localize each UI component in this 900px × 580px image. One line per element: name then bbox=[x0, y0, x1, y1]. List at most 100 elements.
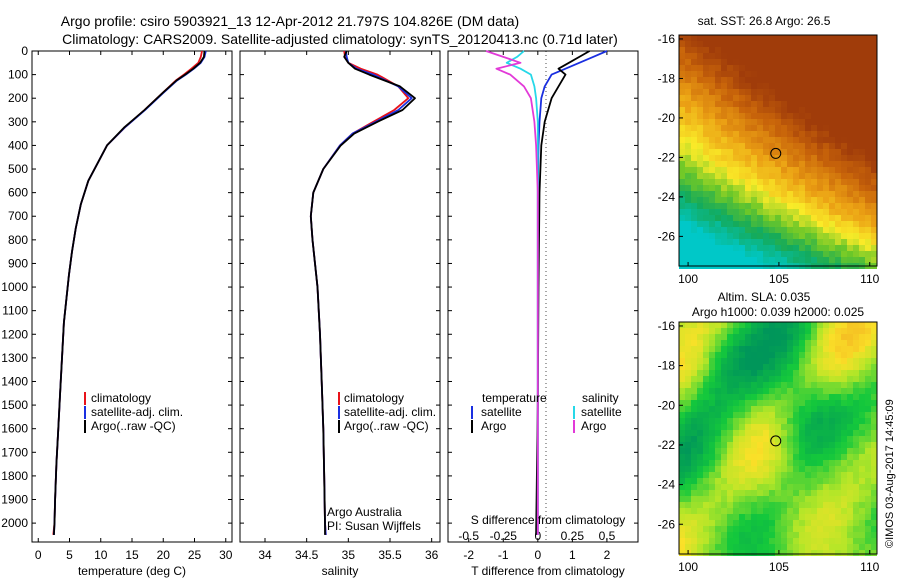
heatmap-cell bbox=[829, 155, 835, 161]
heatmap-cell bbox=[793, 245, 799, 251]
heatmap-cell bbox=[769, 65, 775, 71]
heatmap-cell bbox=[751, 346, 757, 352]
heatmap-cell bbox=[679, 496, 685, 502]
heatmap-cell bbox=[823, 221, 829, 227]
heatmap-cell bbox=[763, 370, 769, 376]
heatmap-cell bbox=[769, 89, 775, 95]
heatmap-cell bbox=[835, 131, 841, 137]
temperature-lines bbox=[52, 50, 207, 535]
heatmap-cell bbox=[763, 53, 769, 59]
heatmap-cell bbox=[841, 131, 847, 137]
y-tick-label: 1900 bbox=[1, 493, 28, 507]
heatmap-cell bbox=[739, 340, 745, 346]
heatmap-cell bbox=[727, 544, 733, 550]
heatmap-cell bbox=[763, 107, 769, 113]
heatmap-cell bbox=[823, 77, 829, 83]
heatmap-cell bbox=[685, 460, 691, 466]
heatmap-cell bbox=[721, 424, 727, 430]
heatmap-cell bbox=[709, 496, 715, 502]
heatmap-cell bbox=[679, 388, 685, 394]
heatmap-cell bbox=[703, 454, 709, 460]
y-tick-label: 400 bbox=[8, 138, 28, 152]
heatmap-cell bbox=[691, 526, 697, 532]
heatmap-cell bbox=[829, 418, 835, 424]
heatmap-cell bbox=[781, 454, 787, 460]
heatmap-cell bbox=[799, 484, 805, 490]
heatmap-cell bbox=[727, 257, 733, 263]
heatmap-cell bbox=[745, 95, 751, 101]
heatmap-cell bbox=[775, 113, 781, 119]
heatmap-cell bbox=[769, 35, 775, 41]
heatmap-cell bbox=[847, 508, 853, 514]
heatmap-cell bbox=[787, 418, 793, 424]
heatmap-cell bbox=[871, 424, 877, 430]
heatmap-cell bbox=[691, 364, 697, 370]
x-tick-label: 100 bbox=[678, 272, 698, 286]
heatmap-cell bbox=[709, 179, 715, 185]
heatmap-cell bbox=[733, 382, 739, 388]
heatmap-cell bbox=[799, 358, 805, 364]
heatmap-cell bbox=[781, 466, 787, 472]
heatmap-cell bbox=[835, 167, 841, 173]
heatmap-cell bbox=[781, 155, 787, 161]
heatmap-cell bbox=[727, 448, 733, 454]
x-tick-label: 35 bbox=[342, 548, 356, 562]
heatmap-cell bbox=[715, 89, 721, 95]
heatmap-cell bbox=[691, 394, 697, 400]
heatmap-cell bbox=[715, 364, 721, 370]
heatmap-cell bbox=[835, 41, 841, 47]
heatmap-cell bbox=[727, 436, 733, 442]
heatmap-cell bbox=[865, 137, 871, 143]
heatmap-cell bbox=[841, 89, 847, 95]
heatmap-cell bbox=[823, 460, 829, 466]
heatmap-cell bbox=[841, 370, 847, 376]
heatmap-cell bbox=[745, 41, 751, 47]
heatmap-cell bbox=[823, 526, 829, 532]
heatmap-cell bbox=[679, 394, 685, 400]
heatmap-cell bbox=[853, 35, 859, 41]
heatmap-cell bbox=[787, 107, 793, 113]
heatmap-cell bbox=[871, 328, 877, 334]
heatmap-cell bbox=[871, 484, 877, 490]
heatmap-cell bbox=[757, 412, 763, 418]
heatmap-cell bbox=[739, 41, 745, 47]
heatmap-cell bbox=[739, 460, 745, 466]
heatmap-cell bbox=[715, 257, 721, 263]
heatmap-cell bbox=[751, 406, 757, 412]
heatmap-cell bbox=[847, 448, 853, 454]
heatmap-cell bbox=[841, 352, 847, 358]
heatmap-cell bbox=[721, 364, 727, 370]
heatmap-cell bbox=[739, 400, 745, 406]
heatmap-cell bbox=[859, 161, 865, 167]
heatmap-cell bbox=[847, 77, 853, 83]
heatmap-cell bbox=[871, 83, 877, 89]
series-line bbox=[505, 50, 539, 535]
heatmap-cell bbox=[727, 418, 733, 424]
heatmap-cell bbox=[859, 101, 865, 107]
heatmap-cell bbox=[829, 71, 835, 77]
heatmap-cell bbox=[769, 53, 775, 59]
heatmap-cell bbox=[811, 149, 817, 155]
heatmap-cell bbox=[865, 322, 871, 328]
heatmap-cell bbox=[697, 388, 703, 394]
heatmap-cell bbox=[799, 514, 805, 520]
heatmap-cell bbox=[751, 215, 757, 221]
heatmap-cell bbox=[775, 173, 781, 179]
heatmap-cell bbox=[775, 490, 781, 496]
heatmap-cell bbox=[835, 245, 841, 251]
heatmap-cell bbox=[721, 400, 727, 406]
heatmap-cell bbox=[763, 221, 769, 227]
heatmap-cell bbox=[703, 185, 709, 191]
heatmap-cell bbox=[865, 149, 871, 155]
heatmap-cell bbox=[835, 520, 841, 526]
heatmap-cell bbox=[859, 143, 865, 149]
y-tick-label: -16 bbox=[658, 319, 676, 333]
heatmap-cell bbox=[697, 47, 703, 53]
heatmap-cell bbox=[841, 77, 847, 83]
heatmap-cell bbox=[811, 334, 817, 340]
heatmap-cell bbox=[793, 466, 799, 472]
heatmap-cell bbox=[721, 532, 727, 538]
heatmap-cell bbox=[685, 185, 691, 191]
heatmap-cell bbox=[781, 221, 787, 227]
heatmap-cell bbox=[697, 131, 703, 137]
